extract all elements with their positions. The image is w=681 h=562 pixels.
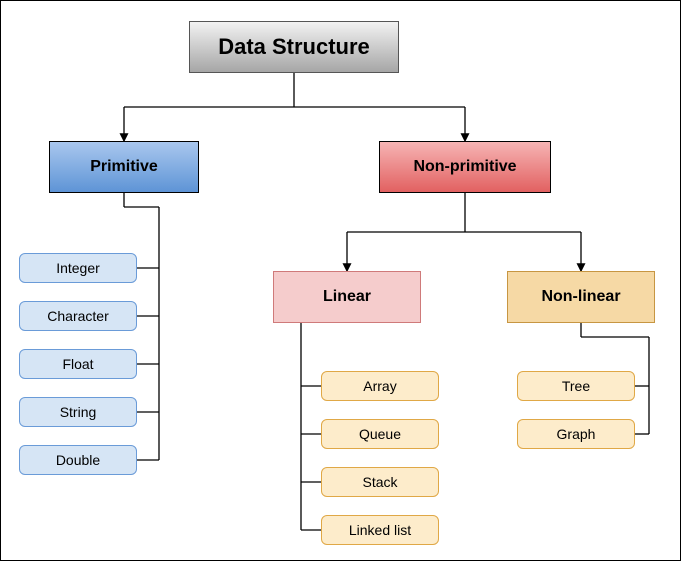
leaf-linear-linked-list: Linked list: [321, 515, 439, 545]
node-primitive: Primitive: [49, 141, 199, 193]
leaf-nonlinear-tree: Tree: [517, 371, 635, 401]
leaf-linear-stack: Stack: [321, 467, 439, 497]
leaf-nonlinear-graph: Graph: [517, 419, 635, 449]
diagram-canvas: Data Structure Primitive Non-primitive Line…: [0, 0, 681, 561]
leaf-primitive-string: String: [19, 397, 137, 427]
node-nonlinear: Non-linear: [507, 271, 655, 323]
node-nonprimitive: Non-primitive: [379, 141, 551, 193]
leaf-linear-array: Array: [321, 371, 439, 401]
node-root: Data Structure: [189, 21, 399, 73]
leaf-linear-queue: Queue: [321, 419, 439, 449]
node-linear: Linear: [273, 271, 421, 323]
leaf-primitive-double: Double: [19, 445, 137, 475]
leaf-primitive-float: Float: [19, 349, 137, 379]
leaf-primitive-character: Character: [19, 301, 137, 331]
leaf-primitive-integer: Integer: [19, 253, 137, 283]
